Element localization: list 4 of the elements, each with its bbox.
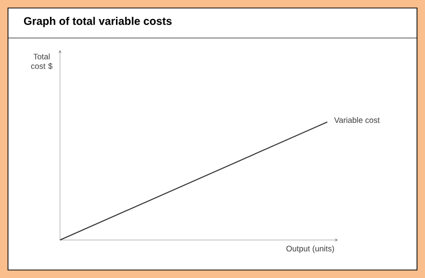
series-label: Variable cost <box>334 117 380 123</box>
chart-title: Graph of total variable costs <box>24 16 172 28</box>
text: Total cost $ <box>31 54 52 70</box>
x-axis-title: Output (units) <box>286 246 334 253</box>
